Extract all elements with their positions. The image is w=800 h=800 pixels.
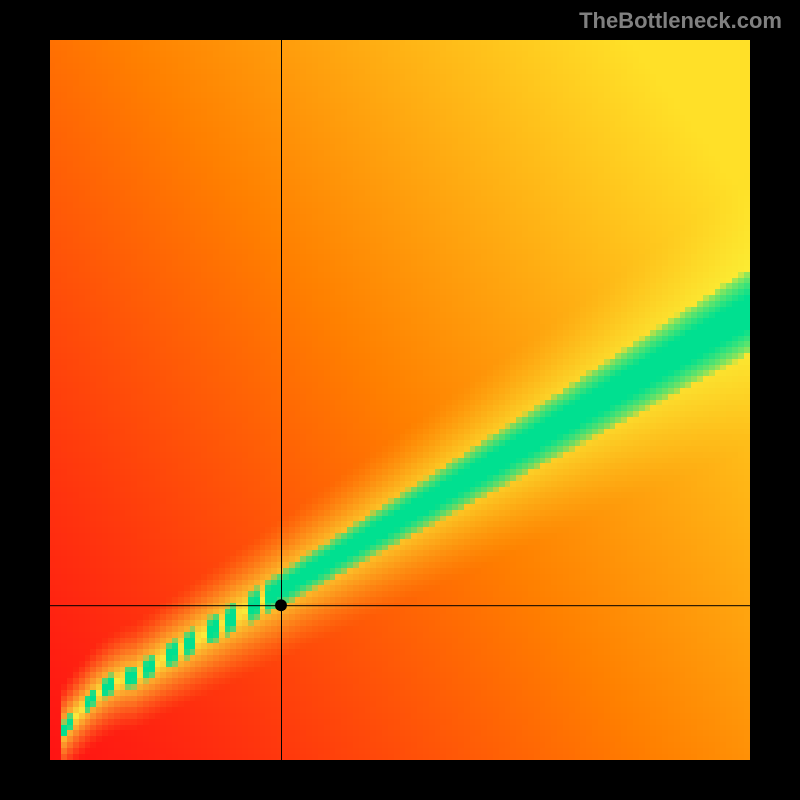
heatmap-plot: [50, 40, 750, 760]
watermark-text: TheBottleneck.com: [579, 8, 782, 34]
root-container: TheBottleneck.com: [0, 0, 800, 800]
heatmap-canvas: [50, 40, 750, 760]
